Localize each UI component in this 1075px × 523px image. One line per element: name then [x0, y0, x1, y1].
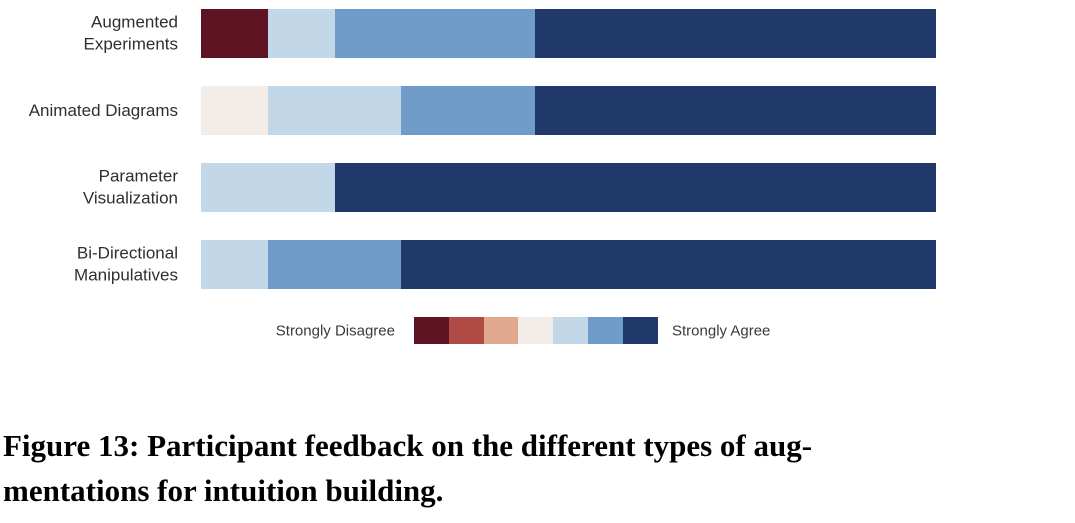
- legend-label-strongly-disagree: Strongly Disagree: [275, 322, 395, 339]
- figure-caption-line-1: Figure 13: Participant feedback on the d…: [3, 428, 813, 463]
- bar-segment-somewhat-agree: [201, 240, 268, 289]
- bar-segment-agree: [334, 9, 536, 58]
- bar-segment-somewhat-agree: [201, 163, 335, 212]
- chart-row: Bi-Directional Manipulatives: [0, 240, 1075, 289]
- bar-segment-strongly-agree: [334, 163, 936, 212]
- legend-swatch-disagree: [448, 317, 484, 344]
- row-label: Bi-Directional Manipulatives: [74, 243, 178, 285]
- row-label: Parameter Visualization: [82, 166, 178, 208]
- row-label: Augmented Experiments: [83, 12, 178, 54]
- bar-segment-agree: [267, 240, 402, 289]
- stacked-bar: [201, 240, 936, 289]
- chart-row: Animated Diagrams: [0, 86, 1075, 135]
- chart-row: Parameter Visualization: [0, 163, 1075, 212]
- legend-swatch-strongly-disagree: [414, 317, 449, 344]
- legend-label-strongly-agree: Strongly Agree: [672, 322, 771, 339]
- legend-swatch-somewhat-disagree: [483, 317, 519, 344]
- figure-caption: Figure 13: Participant feedback on the d…: [3, 424, 1075, 514]
- legend-swatch-strongly-agree: [622, 317, 658, 344]
- legend-swatch-agree: [587, 317, 623, 344]
- bar-segment-somewhat-agree: [267, 86, 402, 135]
- bar-segment-agree: [401, 86, 536, 135]
- bar-segment-strongly-agree: [535, 86, 936, 135]
- stacked-bar: [201, 86, 936, 135]
- legend-swatches: [414, 317, 658, 344]
- bar-segment-strongly-disagree: [201, 9, 268, 58]
- stacked-bar: [201, 9, 936, 58]
- bar-segment-strongly-agree: [401, 240, 936, 289]
- bar-segment-strongly-agree: [535, 9, 936, 58]
- chart-legend: Strongly Disagree Strongly Agree: [0, 317, 1075, 344]
- bar-segment-neutral: [201, 86, 268, 135]
- figure-caption-line-2: mentations for intuition building.: [3, 472, 444, 508]
- legend-swatch-somewhat-agree: [553, 317, 588, 344]
- chart-row: Augmented Experiments: [0, 9, 1075, 58]
- row-label: Animated Diagrams: [28, 100, 178, 120]
- bar-segment-somewhat-agree: [267, 9, 335, 58]
- stacked-bar: [201, 163, 936, 212]
- legend-swatch-neutral: [518, 317, 554, 344]
